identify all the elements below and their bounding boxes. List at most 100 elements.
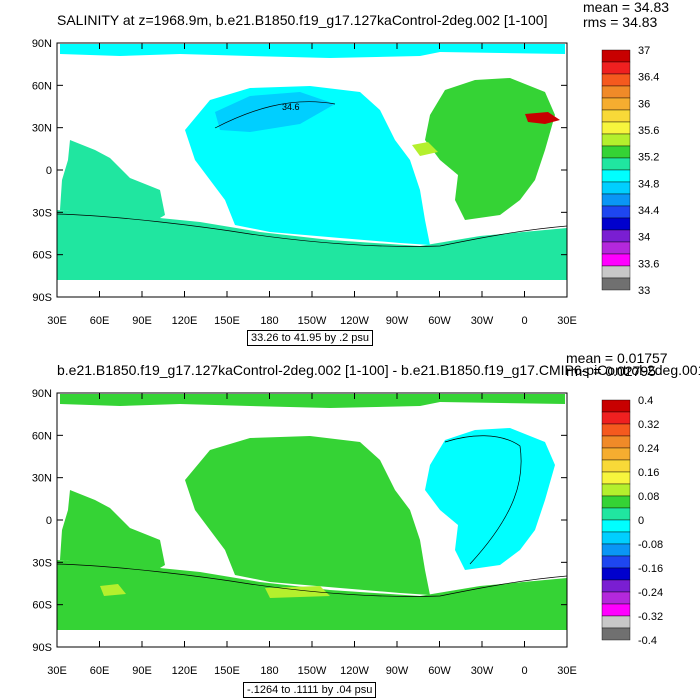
salinity-map: 90N 60N 30N 0 30S 60S 90S 30E 60E 90E 120E 150E 180 1… (32, 38, 577, 327)
colorbar-swatch (601, 447, 631, 461)
y-tick-label: 0 (46, 515, 52, 527)
colorbar-label: 34.4 (638, 205, 659, 217)
arctic-ocean-region (60, 44, 565, 58)
salinity-difference-map-panel: 90N 60N 30N 0 30S 60S 90S 30E 60E 90E 120E 150E 180 1… (0, 350, 700, 700)
y-tick-label: 90S (32, 642, 52, 654)
x-tick-label: 30E (557, 315, 577, 327)
map-title: SALINITY at z=1968.9m, b.e21.B1850.f19_g… (57, 12, 548, 28)
contour-line (444, 435, 522, 565)
colorbar-label: 0.32 (638, 419, 659, 431)
colorbar-label: -0.16 (638, 563, 663, 575)
colorbar-swatch (601, 603, 631, 617)
atlantic-ocean-region (425, 78, 555, 220)
colorbar-label: -0.4 (638, 635, 657, 647)
x-tick-label: 150E (214, 665, 240, 677)
colorbar-swatch (601, 109, 631, 123)
positive-anomaly-patch (265, 586, 330, 598)
x-tick-label: 60E (90, 665, 110, 677)
colorbar-swatch (601, 277, 631, 291)
x-tick-label: 0 (521, 665, 527, 677)
rms-stat: rms = 0.02795 (566, 363, 656, 379)
y-tick-label: 90S (32, 292, 52, 304)
colorbar-label: -0.24 (638, 587, 663, 599)
x-tick-label: 180 (260, 665, 278, 677)
contour-line (214, 101, 336, 129)
x-tick-label: 120W (340, 315, 369, 327)
y-tick-label: 60S (32, 600, 52, 612)
colorbar-swatch (601, 435, 631, 449)
colorbar-swatch (601, 49, 631, 63)
colorbar-label: 36.4 (638, 72, 659, 84)
atlantic-ocean-region (425, 428, 555, 570)
colorbar-swatch (601, 483, 631, 497)
arctic-ocean-region (60, 394, 565, 408)
colorbar-label: 0.16 (638, 467, 659, 479)
colorbar-swatch (601, 411, 631, 425)
colorbar-swatch (601, 193, 631, 207)
colorbar-swatch (601, 495, 631, 509)
colorbar-label: 35.6 (638, 125, 659, 137)
x-tick-label: 60E (90, 315, 110, 327)
colorbar-swatch (601, 459, 631, 473)
colorbar-swatch (601, 423, 631, 437)
colorbar-swatch (601, 61, 631, 75)
colorbar-label: 35.2 (638, 152, 659, 164)
colorbar-swatch (601, 181, 631, 195)
contour-info-box: 33.26 to 41.95 by .2 psu (247, 330, 374, 346)
positive-anomaly-patch (100, 584, 126, 596)
colorbar-swatch (601, 145, 631, 159)
colorbar-label: 0.08 (638, 491, 659, 503)
x-tick-label: 30E (47, 315, 67, 327)
colorbar-swatch (601, 507, 631, 521)
colorbar-swatch (601, 519, 631, 533)
y-tick-label: 30N (32, 473, 52, 485)
colorbar-swatch (601, 241, 631, 255)
mean-stat: mean = 0.01757 (566, 350, 668, 366)
x-tick-label: 30E (47, 665, 67, 677)
y-tick-label: 60N (32, 430, 52, 442)
x-tick-label: 150W (298, 315, 327, 327)
colorbar-label: 37 (638, 45, 650, 57)
colorbar-swatch (601, 229, 631, 243)
contour-label: 34.6 (282, 102, 300, 112)
map-title: b.e21.B1850.f19_g17.127kaControl-2deg.00… (57, 362, 700, 378)
colorbar-swatch (601, 555, 631, 569)
x-tick-label: 60W (428, 315, 451, 327)
contour-info-box: -.1264 to .1111 by .04 psu (243, 682, 377, 698)
salinity-map-panel: 90N 60N 30N 0 30S 60S 90S 30E 60E 90E 120E 150E 180 1… (32, 0, 669, 346)
y-tick-label: 60S (32, 250, 52, 262)
y-tick-label: 30N (32, 123, 52, 135)
colorbar: 37 36.4 36 35.6 35.2 34.8 34.4 34 33.6 33 (601, 45, 659, 297)
colorbar-label: -0.08 (638, 539, 663, 551)
colorbar-swatch (601, 133, 631, 147)
pacific-ocean-region (185, 436, 430, 595)
contour-line (57, 213, 567, 247)
colorbar-swatch (601, 567, 631, 581)
x-tick-label: 0 (521, 315, 527, 327)
colorbar-swatch (601, 579, 631, 593)
colorbar: 0.4 0.32 0.24 0.16 0.08 0 -0.08 -0.16 -0.24 -0.32… (601, 395, 663, 647)
x-tick-label: 30E (557, 665, 577, 677)
colorbar-label: 34 (638, 232, 650, 244)
indian-ocean-region (60, 490, 165, 574)
y-tick-label: 0 (46, 165, 52, 177)
x-tick-label: 180 (260, 315, 278, 327)
rms-stat: rms = 34.83 (583, 14, 658, 30)
x-tick-label: 150W (298, 665, 327, 677)
x-tick-label: 90W (386, 315, 409, 327)
colorbar-swatch (601, 253, 631, 267)
colorbar-swatch (601, 97, 631, 111)
x-tick-label: 30W (471, 665, 494, 677)
x-tick-label: 60W (428, 665, 451, 677)
x-tick-label: 90E (132, 665, 152, 677)
colorbar-swatch (601, 265, 631, 279)
colorbar-swatch (601, 169, 631, 183)
colorbar-swatch (601, 615, 631, 629)
colorbar-swatch (601, 85, 631, 99)
colorbar-label: 0.24 (638, 443, 659, 455)
colorbar-swatch (601, 157, 631, 171)
colorbar-label: 36 (638, 98, 650, 110)
contour-line (57, 563, 567, 597)
colorbar-swatch (601, 531, 631, 545)
southern-ocean-region (57, 210, 567, 280)
